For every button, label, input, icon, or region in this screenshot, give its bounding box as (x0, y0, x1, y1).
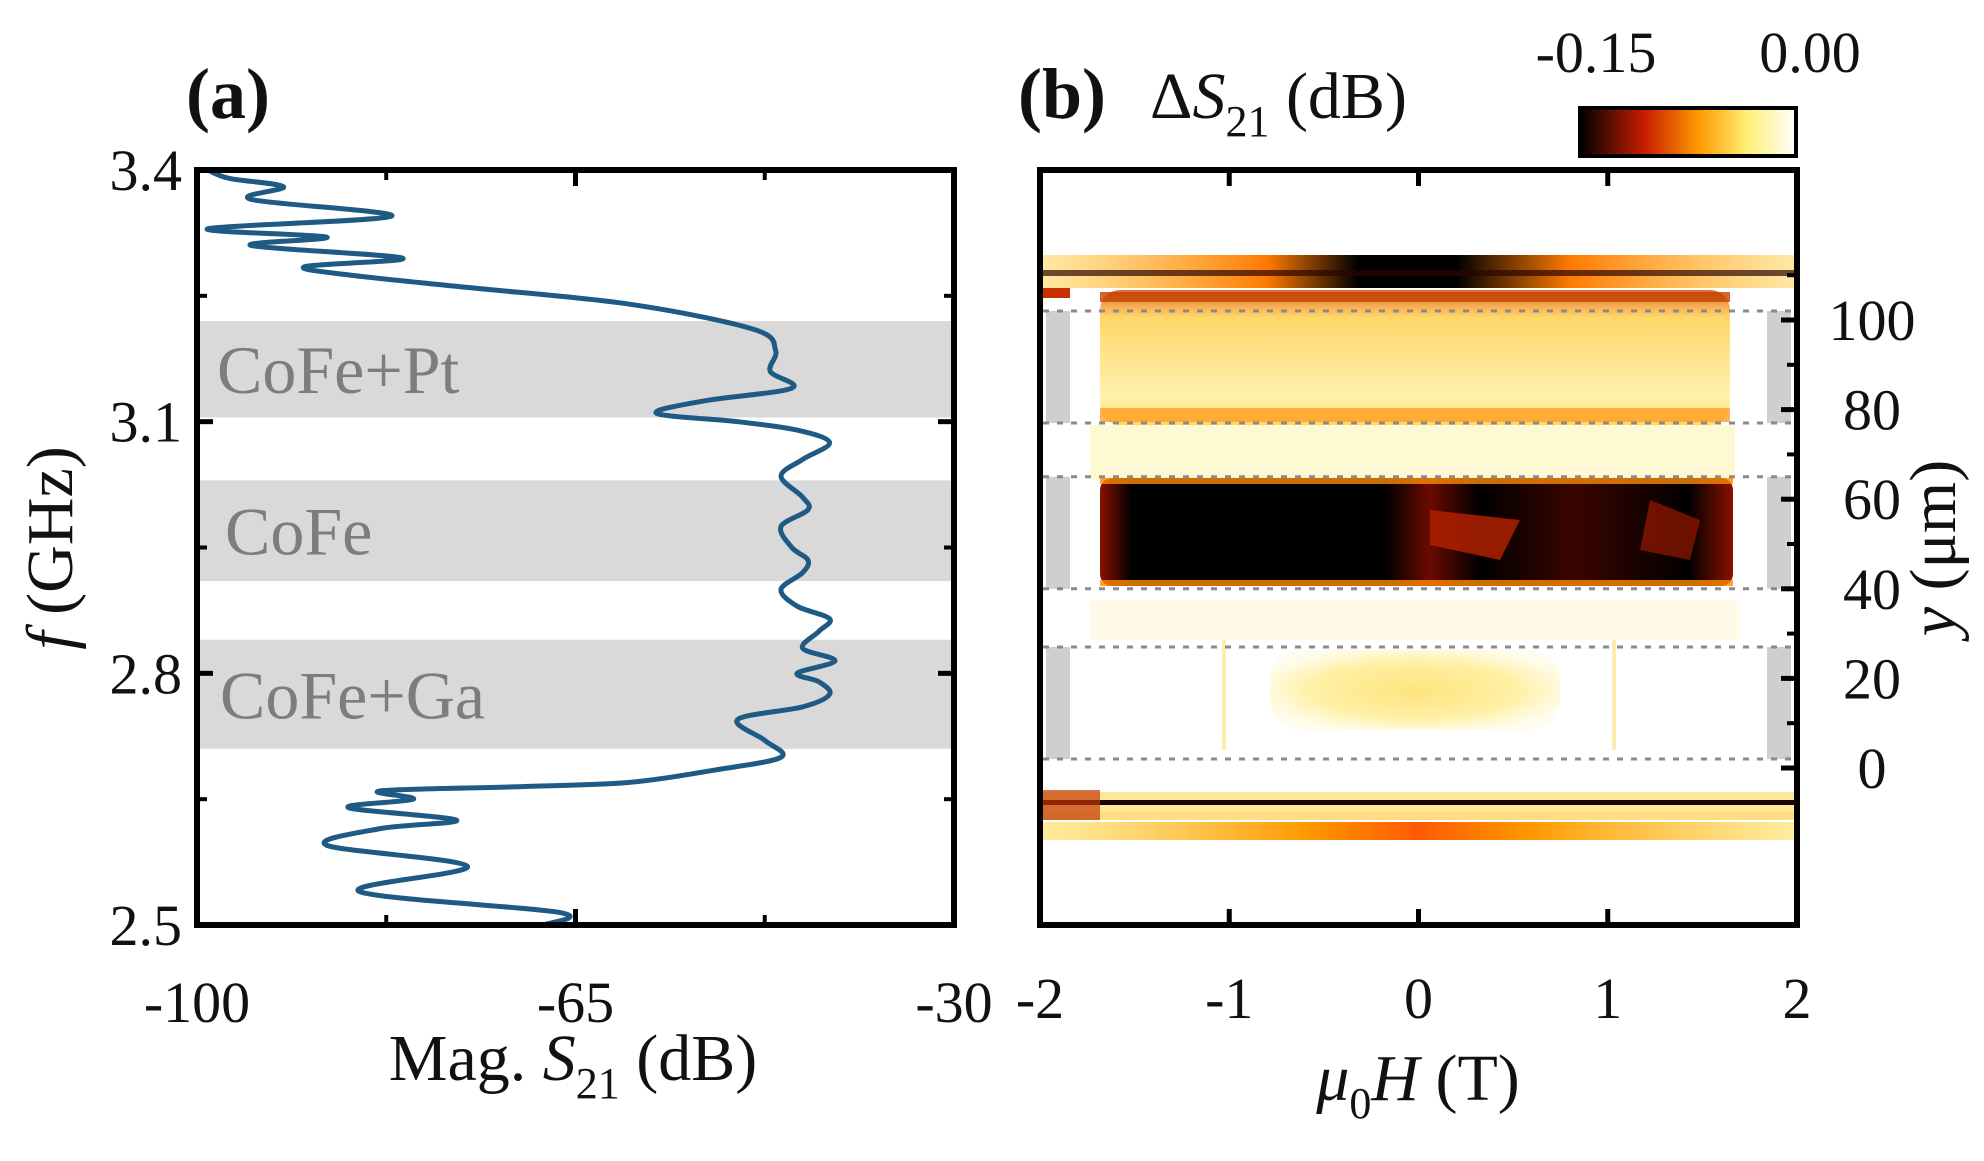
x-tick-label: -100 (144, 970, 250, 1035)
x-tick-label: -1 (1205, 966, 1253, 1031)
heatmap-upper-strip (1100, 290, 1730, 425)
panel-a-y-title: f (GHz) (14, 446, 87, 649)
y-tick-label: 0 (1858, 736, 1887, 801)
strip-marker-left (1046, 311, 1070, 424)
colorbar-min-label: -0.15 (1536, 20, 1657, 85)
panel-b-title: ΔS21 (dB) (1150, 60, 1407, 146)
x-tick-label: 0 (1404, 966, 1433, 1031)
x-tick-label: 2 (1783, 966, 1812, 1031)
colorbar-max-label: 0.00 (1759, 20, 1861, 85)
band-label: CoFe+Ga (220, 657, 485, 733)
y-tick-label: 3.1 (110, 390, 183, 455)
panel-a-x-title: Mag. S21 (dB) (389, 1022, 757, 1108)
band-label: CoFe (225, 494, 372, 570)
strip-marker-left (1046, 647, 1070, 760)
y-tick-label: 2.5 (110, 893, 183, 958)
band-label: CoFe+Pt (217, 332, 460, 408)
y-tick-label: 100 (1829, 288, 1916, 353)
y-tick-label: 3.4 (110, 138, 183, 203)
heatmap (1040, 170, 1797, 925)
panel-a-label: (a) (186, 54, 270, 134)
s21-magnitude-line (205, 170, 838, 925)
heatmap-lower-strip (1270, 650, 1560, 730)
band-cofe (197, 480, 954, 582)
y-tick-label: 60 (1843, 467, 1901, 532)
y-tick-label: 20 (1843, 646, 1901, 711)
panel-a: CoFe+Pt CoFe CoFe+Ga -100 -65 -30 2.5 2.8 3.1 3.… (14, 54, 993, 1108)
band-cofe-pt (197, 321, 954, 418)
strip-marker-left (1046, 476, 1070, 589)
strip-markers (1046, 311, 1791, 760)
x-tick-label: -30 (915, 970, 992, 1035)
x-tick-label: -65 (537, 970, 614, 1035)
colorbar (1578, 106, 1798, 158)
panel-b-x-title: μ0H (T) (1315, 1042, 1520, 1128)
y-tick-label: 2.8 (110, 641, 183, 706)
panel-b-label: (b) (1018, 54, 1106, 134)
heatmap-middle-strip (1100, 478, 1733, 586)
strip-marker-right (1767, 647, 1791, 760)
x-tick-label: 1 (1593, 966, 1622, 1031)
panel-b-y-title: y (μm) (1897, 460, 1970, 642)
y-tick-label: 80 (1843, 378, 1901, 443)
y-tick-label: 40 (1843, 557, 1901, 622)
strip-marker-right (1767, 476, 1791, 589)
strip-marker-right (1767, 311, 1791, 424)
x-tick-label: -2 (1016, 966, 1064, 1031)
